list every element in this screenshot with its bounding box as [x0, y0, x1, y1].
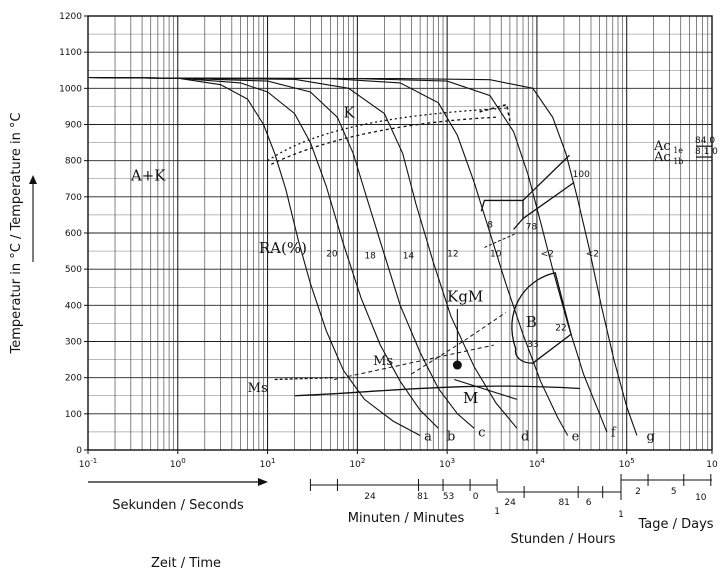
seconds-arrow-head	[258, 478, 268, 486]
y-tick-label: 200	[65, 374, 82, 384]
y-tick-label: 500	[65, 265, 82, 275]
region-label: RA(%)	[259, 239, 307, 257]
region-label: Ms	[373, 354, 393, 369]
region-label: KgM	[447, 288, 483, 306]
minutes-tick-label: 81	[417, 492, 428, 502]
region-label: B	[526, 313, 537, 331]
x-tick-label: 103	[439, 457, 455, 470]
days-tick-label: 2	[635, 487, 641, 497]
pearlite-start-line	[480, 199, 524, 230]
pearlite-upper-2	[522, 181, 575, 220]
minutes-label: Minuten / Minutes	[348, 511, 465, 526]
curve-label-d: d	[521, 429, 529, 444]
region-label: K	[343, 103, 355, 121]
x-tick-label: 100	[170, 457, 186, 470]
ac-label: Ac 1b	[653, 150, 683, 166]
carbide-start-line	[267, 107, 506, 162]
bainite-region	[511, 272, 572, 364]
ms-line	[294, 385, 580, 397]
kgm-point	[452, 360, 462, 370]
cooling-curve-g	[87, 76, 638, 436]
pearlite-upper-1	[522, 154, 570, 201]
phase-value: 22	[555, 324, 566, 334]
ra-value: 12	[447, 250, 458, 260]
ra-value: <2	[586, 250, 599, 260]
pearlite-finish-line	[484, 232, 518, 248]
minutes-tick-label: 24	[364, 492, 376, 502]
transformation-regions	[267, 103, 712, 400]
y-axis-arrow-head	[29, 175, 37, 184]
curve-label-b: b	[447, 429, 455, 444]
curve-label-g: g	[647, 429, 655, 444]
region-label: Ms	[248, 381, 268, 396]
cooling-curve-b	[87, 76, 439, 429]
y-tick-label: 100	[65, 410, 82, 420]
phase-value: 8	[487, 221, 493, 231]
y-tick-label: 1200	[59, 12, 82, 22]
y-tick-label: 1000	[59, 84, 82, 94]
y-tick-label: 0	[76, 446, 82, 456]
curve-label-a: a	[424, 429, 432, 444]
ac-label: Ac 1e	[653, 139, 683, 155]
cooling-curves	[87, 76, 638, 436]
phase-value: 100	[573, 170, 590, 180]
y-axis-label: Temperatur in °C / Temperature in °C	[9, 112, 24, 354]
carbide-finish-line	[270, 116, 497, 165]
x-tick-label: 102	[349, 457, 365, 470]
y-tick-label: 900	[65, 121, 82, 131]
minutes-tick-label: 53	[443, 492, 454, 502]
hours-tick-label: 6	[586, 498, 592, 508]
days-tick-label: 5	[671, 487, 677, 497]
m-finish-line	[454, 378, 518, 400]
minutes-tick-label: 1	[494, 507, 500, 517]
y-tick-label: 1100	[59, 48, 82, 58]
hours-tick-label: 81	[558, 498, 569, 508]
curve-label-c: c	[478, 426, 485, 441]
ra-value: 14	[403, 251, 415, 261]
seconds-label: Sekunden / Seconds	[112, 498, 244, 513]
hours-tick-label: 1	[618, 510, 624, 520]
cooling-curve-a	[87, 76, 421, 436]
x-tick-label: 10	[706, 460, 718, 470]
days-tick-label: 10	[695, 493, 707, 503]
hours-label: Stunden / Hours	[510, 532, 615, 547]
plot-frame	[87, 15, 713, 451]
grid	[87, 15, 712, 451]
phase-value: 33	[527, 340, 538, 350]
region-label: M	[463, 389, 478, 407]
labels: 0100200300400500600700800900100011001200…	[9, 12, 718, 571]
cooling-curve-c	[87, 76, 475, 429]
minutes-tick-label: 0	[473, 492, 479, 502]
x-tick-label: 104	[529, 457, 545, 470]
x-tick-label: 105	[619, 457, 635, 470]
x-tick-label: 101	[260, 457, 276, 470]
y-tick-label: 600	[65, 229, 82, 239]
ra-value: 18	[364, 251, 376, 261]
ra-value: 10	[490, 250, 502, 260]
cooling-curve-d	[87, 76, 518, 429]
curve-label-e: e	[572, 429, 580, 444]
ac-value: 8 1 0	[695, 147, 718, 157]
y-tick-label: 800	[65, 157, 82, 167]
days-label: Tage / Days	[637, 517, 713, 532]
curve-label-f: f	[611, 426, 617, 441]
time-label: Zeit / Time	[151, 556, 221, 571]
y-tick-label: 300	[65, 338, 82, 348]
y-tick-label: 400	[65, 301, 82, 311]
y-tick-label: 700	[65, 193, 82, 203]
ra-value: <2	[541, 250, 554, 260]
ac-value: 84 0	[695, 136, 715, 146]
ms-dashed	[333, 344, 494, 380]
x-tick-label: 10-1	[79, 457, 97, 470]
hours-tick-label: 24	[504, 498, 516, 508]
region-label: A+K	[130, 167, 166, 185]
phase-value: 78	[526, 222, 538, 232]
ra-value: 20	[326, 250, 338, 260]
